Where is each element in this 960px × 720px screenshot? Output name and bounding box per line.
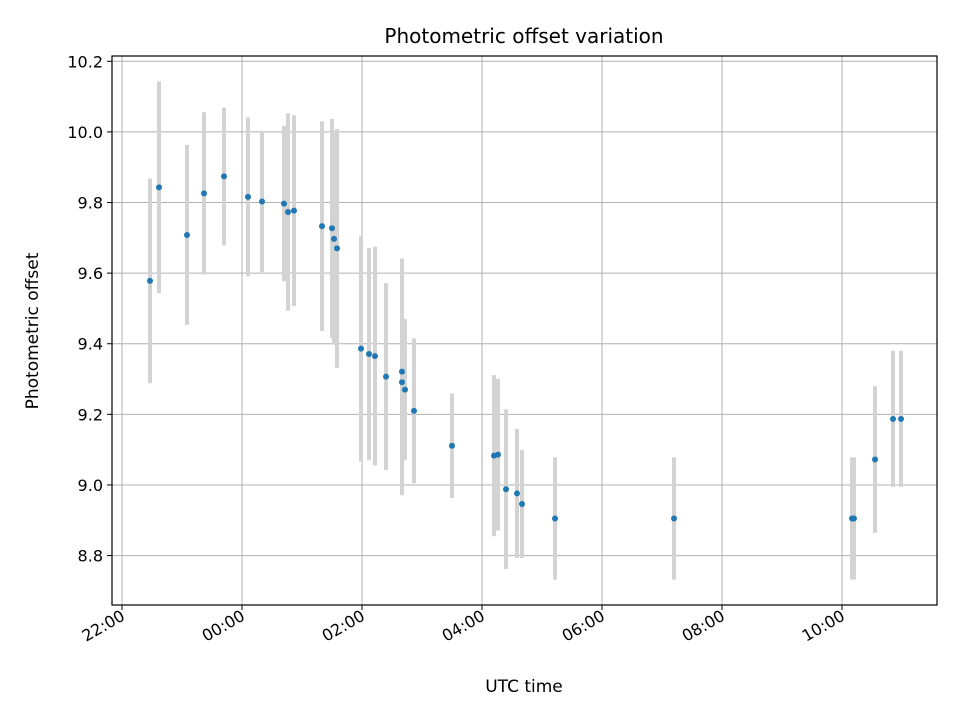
chart-title: Photometric offset variation: [384, 24, 663, 48]
data-point: [898, 415, 904, 422]
data-point: [184, 231, 190, 238]
data-point: [147, 277, 153, 284]
data-point: [399, 379, 405, 386]
data-point: [285, 209, 291, 216]
data-point: [291, 207, 297, 214]
data-point: [331, 235, 337, 242]
data-point: [851, 515, 857, 522]
data-point: [221, 173, 227, 180]
x-axis-label: UTC time: [485, 677, 563, 697]
data-point: [503, 486, 509, 493]
data-point: [449, 442, 455, 449]
data-point: [399, 368, 405, 375]
plot-frame: [111, 55, 938, 606]
y-tick-label: 9.2: [78, 405, 103, 424]
data-point: [319, 223, 325, 230]
data-point: [366, 350, 372, 357]
y-tick-label: 10.0: [67, 123, 103, 142]
y-tick-label: 9.0: [78, 476, 103, 495]
y-tick-label: 9.8: [78, 194, 103, 213]
y-tick-label: 8.8: [78, 547, 103, 566]
data-point: [245, 193, 251, 200]
data-point: [890, 415, 896, 422]
data-point: [372, 353, 378, 360]
data-point: [358, 345, 364, 352]
data-point: [671, 515, 677, 522]
data-point: [519, 501, 525, 508]
data-point: [334, 245, 340, 252]
data-point: [872, 456, 878, 463]
data-point: [514, 490, 520, 497]
y-tick-label: 9.6: [78, 264, 103, 283]
data-point: [495, 451, 501, 458]
data-point: [552, 515, 558, 522]
data-point: [411, 407, 417, 414]
data-point: [402, 386, 408, 393]
y-tick-label: 10.2: [67, 52, 103, 71]
data-point: [329, 225, 335, 232]
data-point: [259, 198, 265, 205]
data-point: [281, 200, 287, 207]
y-tick-label: 9.4: [78, 335, 103, 354]
data-points: [147, 173, 904, 522]
data-point: [201, 190, 207, 197]
data-point: [156, 184, 162, 191]
data-point: [383, 373, 389, 380]
y-axis-label: Photometric offset: [23, 252, 43, 409]
